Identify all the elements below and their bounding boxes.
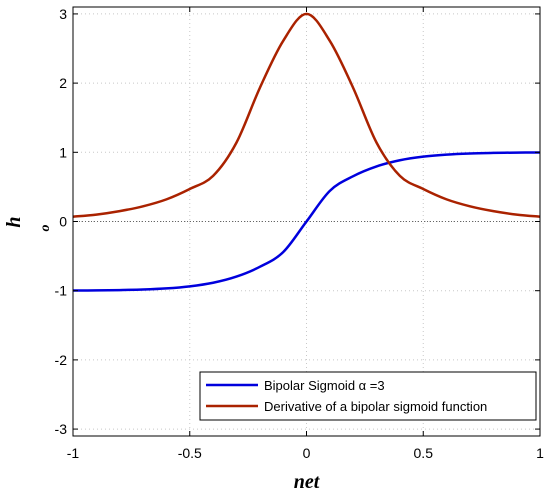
- x-tick-label: -1: [67, 445, 80, 461]
- tick-labels: -1 -0.5 0 0.5 1 -3 -2 -1 0 1 2 3: [55, 6, 545, 461]
- series-line-1: [72, 12, 541, 218]
- y-tick-label: 0: [59, 214, 67, 230]
- legend-label-1: Derivative of a bipolar sigmoid function: [264, 399, 487, 414]
- legend: Bipolar Sigmoid α =3 Derivative of a bipo…: [199, 371, 537, 421]
- y-tick-label: 1: [59, 144, 67, 160]
- y-tick-label: 2: [59, 75, 67, 91]
- x-axis-label: net: [294, 471, 321, 493]
- x-tick-label: 1: [536, 445, 544, 461]
- y-tick-label: -1: [55, 283, 68, 299]
- series-layer: [72, 12, 541, 292]
- legend-label-0: Bipolar Sigmoid α =3: [264, 378, 385, 393]
- x-tick-label: 0.5: [414, 445, 434, 461]
- y-tick-label: -3: [55, 421, 68, 437]
- y-tick-label: 3: [59, 6, 67, 22]
- y-axis-label-subscript: o: [38, 225, 53, 232]
- y-axis-label: h: [3, 216, 25, 227]
- legend-box: [199, 371, 537, 421]
- axis-ticks: [72, 7, 541, 436]
- y-tick-label: -2: [55, 352, 68, 368]
- series-line-0: [72, 151, 541, 292]
- y-axis-label-group: h o: [3, 216, 53, 231]
- x-tick-label: 0: [303, 445, 311, 461]
- x-tick-label: -0.5: [178, 445, 202, 461]
